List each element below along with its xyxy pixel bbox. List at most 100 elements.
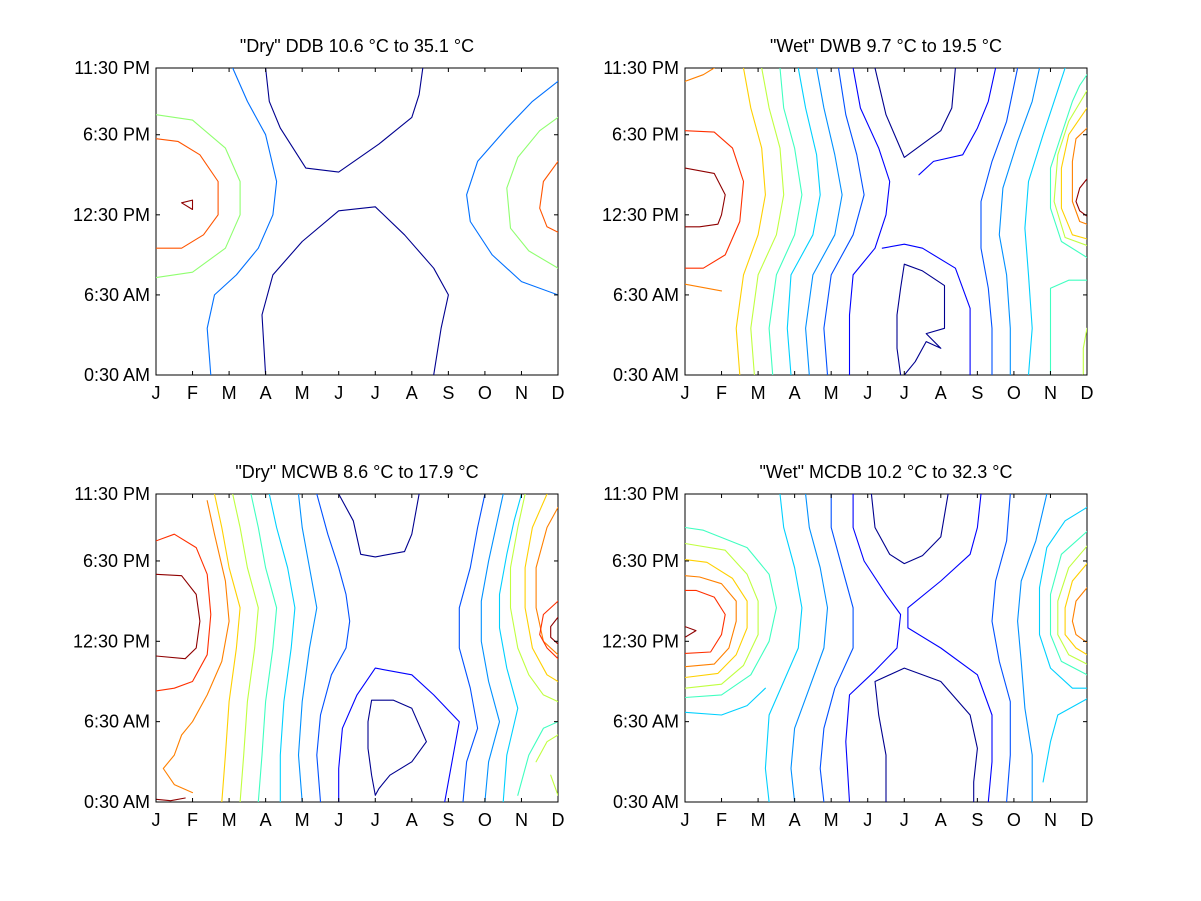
y-tick-label: 0:30 AM bbox=[84, 792, 150, 812]
x-tick-label: A bbox=[260, 383, 272, 403]
x-tick-label: O bbox=[478, 810, 492, 830]
chart-title: "Wet" DWB 9.7 °C to 19.5 °C bbox=[770, 36, 1002, 56]
contour-line-level-2 bbox=[848, 68, 891, 375]
contour-line-level-4 bbox=[998, 68, 1041, 375]
contour-line-level-4 bbox=[156, 114, 241, 279]
contour-line-level-1 bbox=[261, 206, 449, 375]
y-tick-label: 6:30 AM bbox=[613, 285, 679, 305]
subplot-mcwb: J F M A M J J A S O N D 0:30 AM 6:30 AM 12:30 PM 6:30 P… bbox=[73, 462, 565, 830]
contour-line-level-4 bbox=[297, 494, 318, 802]
x-tick-label: J bbox=[681, 383, 690, 403]
x-tick-label: N bbox=[1044, 810, 1057, 830]
y-tick-label: 0:30 AM bbox=[84, 365, 150, 385]
contour-line-level-11 bbox=[156, 573, 201, 660]
x-tick-label: D bbox=[1081, 383, 1094, 403]
x-tick-label: M bbox=[295, 810, 310, 830]
y-tick-label: 6:30 AM bbox=[613, 712, 679, 732]
contour-line-level-6 bbox=[768, 68, 803, 375]
contour-lines bbox=[685, 494, 1087, 802]
contour-line-level-3 bbox=[980, 68, 1019, 375]
contour-line-level-5 bbox=[685, 687, 766, 716]
y-tick-label: 11:30 PM bbox=[603, 484, 679, 504]
chart-title: "Dry" MCWB 8.6 °C to 17.9 °C bbox=[235, 462, 478, 482]
x-tick-label: J bbox=[152, 810, 161, 830]
contour-line-level-10 bbox=[156, 533, 212, 692]
x-tick-label: J bbox=[900, 383, 909, 403]
x-tick-label: N bbox=[515, 810, 528, 830]
x-tick-label: A bbox=[789, 383, 801, 403]
x-tick-label: O bbox=[1007, 383, 1021, 403]
contour-lines bbox=[685, 68, 1087, 375]
contour-line-level-7 bbox=[750, 68, 785, 375]
x-tick-label: J bbox=[334, 810, 343, 830]
x-tick-label: J bbox=[371, 810, 380, 830]
contour-line-level-10 bbox=[539, 600, 558, 660]
contour-line-level-8 bbox=[213, 494, 241, 802]
plot-area bbox=[155, 67, 559, 376]
x-tick-label: M bbox=[222, 383, 237, 403]
contour-line-level-8 bbox=[685, 559, 748, 679]
contour-line-level-1 bbox=[896, 263, 946, 375]
contour-line-level-1 bbox=[874, 667, 978, 802]
y-tick-label: 12:30 PM bbox=[73, 205, 150, 225]
contour-line-level-4 bbox=[790, 494, 829, 802]
contour-lines bbox=[156, 68, 558, 375]
contour-line-level-4 bbox=[805, 68, 843, 375]
x-tick-label: M bbox=[751, 810, 766, 830]
contour-line-level-2 bbox=[338, 667, 460, 802]
contour-line-level-6 bbox=[517, 721, 558, 796]
contour-line-level-9 bbox=[535, 506, 558, 656]
contour-line-level-5 bbox=[1024, 68, 1066, 375]
x-tick-label: O bbox=[478, 383, 492, 403]
x-tick-label: J bbox=[900, 810, 909, 830]
contour-line-level-7 bbox=[1082, 327, 1087, 375]
contour-line-level-5 bbox=[1038, 506, 1087, 689]
contour-line-level-11 bbox=[156, 797, 186, 802]
x-tick-label: J bbox=[334, 383, 343, 403]
contour-line-level-8 bbox=[1064, 563, 1087, 656]
contour-line-level-4 bbox=[506, 116, 558, 269]
contour-line-level-7 bbox=[509, 494, 558, 703]
x-tick-label: A bbox=[935, 810, 947, 830]
x-tick-label: D bbox=[552, 810, 565, 830]
contour-line-level-7 bbox=[1057, 545, 1087, 665]
y-tick-label: 12:30 PM bbox=[73, 631, 150, 651]
plot-area bbox=[155, 493, 559, 803]
x-tick-label: M bbox=[751, 383, 766, 403]
x-tick-label: M bbox=[222, 810, 237, 830]
x-tick-label: F bbox=[187, 810, 198, 830]
contour-line-level-1 bbox=[338, 494, 420, 558]
y-tick-label: 12:30 PM bbox=[602, 205, 679, 225]
x-tick-label: J bbox=[681, 810, 690, 830]
x-tick-label: M bbox=[824, 810, 839, 830]
y-tick-label: 11:30 PM bbox=[74, 58, 150, 78]
contour-line-level-7 bbox=[550, 774, 558, 796]
x-tick-label: J bbox=[152, 383, 161, 403]
x-tick-label: J bbox=[371, 383, 380, 403]
y-tick-label: 6:30 PM bbox=[83, 125, 150, 145]
y-tick-label: 11:30 PM bbox=[74, 484, 150, 504]
x-tick-label: M bbox=[824, 383, 839, 403]
contour-line-level-3 bbox=[823, 68, 865, 375]
contour-line-level-9 bbox=[162, 500, 230, 794]
contour-lines bbox=[156, 494, 558, 802]
contour-line-level-2 bbox=[881, 243, 971, 375]
contour-line-level-1 bbox=[367, 699, 427, 796]
contour-line-level-6 bbox=[156, 138, 219, 249]
x-tick-label: F bbox=[187, 383, 198, 403]
contour-line-level-5 bbox=[268, 494, 296, 802]
contour-line-level-4 bbox=[480, 494, 504, 802]
contour-line-level-4 bbox=[1017, 494, 1048, 802]
x-tick-label: A bbox=[406, 383, 418, 403]
contour-line-level-9 bbox=[1071, 587, 1087, 644]
x-tick-label: M bbox=[295, 383, 310, 403]
contour-line-level-10 bbox=[685, 589, 726, 654]
contour-line-level-2 bbox=[918, 68, 997, 176]
subplot-mcdb: J F M A M J J A S O N D 0:30 AM 6:30 AM 12:30 PM 6:30 P… bbox=[602, 462, 1094, 830]
contour-line-level-3 bbox=[458, 494, 486, 802]
contour-line-level-8 bbox=[181, 199, 194, 211]
chart-title: "Dry" DDB 10.6 °C to 35.1 °C bbox=[240, 36, 474, 56]
subplot-ddb: J F M A M J J A S O N D 0:30 AM 6:30 AM 12:30 PM 6:30 P… bbox=[73, 36, 565, 403]
x-tick-label: A bbox=[406, 810, 418, 830]
